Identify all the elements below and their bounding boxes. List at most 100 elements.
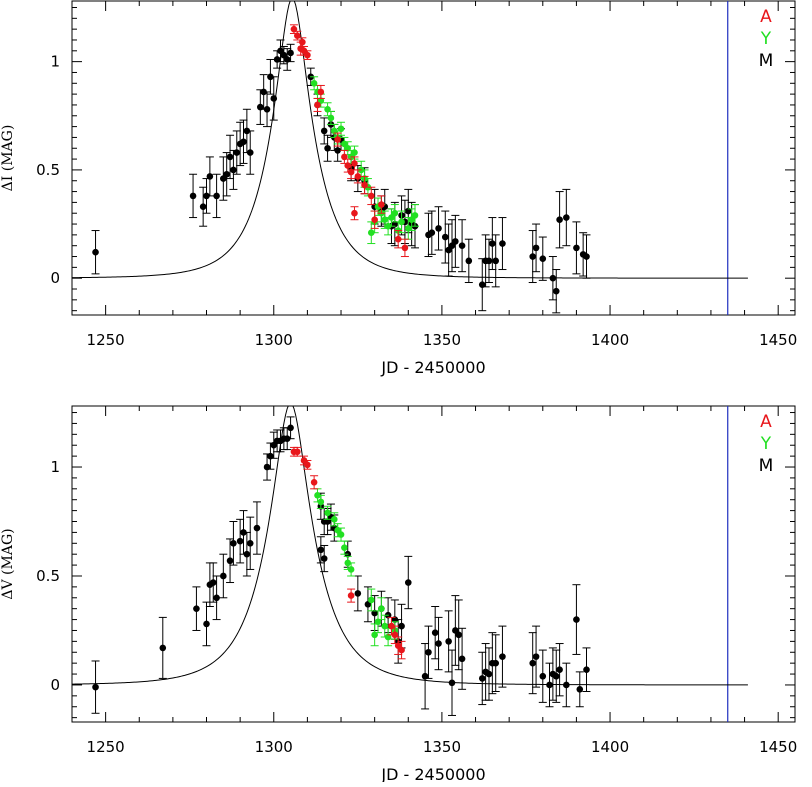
data-point: [485, 670, 493, 678]
data-point: [539, 255, 547, 262]
data-point: [273, 56, 281, 63]
data-point: [324, 144, 331, 152]
data-point: [556, 666, 563, 673]
data-point: [283, 56, 291, 63]
data-point: [267, 452, 274, 460]
chart-panel-i-band: 1250 1300 1350 1400 1450 0 0.5 1 JD - 2450000 ΔI …: [0, 0, 797, 377]
data-point: [351, 209, 358, 217]
x-tick-label: 1400: [591, 738, 629, 756]
data-point: [398, 622, 405, 630]
data-point: [552, 672, 560, 680]
data-point: [404, 207, 412, 215]
data-point: [391, 220, 399, 228]
data-point: [92, 248, 99, 256]
data-point: [304, 51, 311, 59]
data-point: [324, 105, 331, 113]
data-point: [334, 136, 341, 143]
data-point: [220, 572, 227, 580]
data-point: [341, 544, 348, 551]
x-axis-label: JD - 2450000: [380, 358, 485, 377]
data-point: [465, 257, 473, 265]
data-point: [327, 114, 335, 122]
data-point: [299, 38, 306, 46]
series-Y: [313, 488, 399, 647]
data-point: [371, 609, 378, 617]
x-tick-label: 1350: [423, 738, 461, 756]
data-point: [394, 235, 402, 243]
data-point: [401, 244, 409, 252]
x-tick-label: 1350: [423, 331, 461, 349]
series-M: [91, 39, 591, 314]
data-point: [199, 203, 207, 211]
y-tick-label: 0: [50, 269, 60, 287]
data-point: [445, 638, 452, 645]
data-point: [347, 566, 355, 573]
x-tick-label: 1450: [759, 738, 797, 756]
data-point: [428, 229, 436, 237]
data-point: [411, 212, 419, 219]
plot-content: [72, 1, 748, 314]
data-point: [304, 461, 311, 469]
data-point: [529, 253, 537, 260]
y-tick-label: 0: [50, 676, 60, 694]
data-point: [556, 216, 563, 224]
data-point: [253, 524, 261, 532]
x-tick-label: 1250: [87, 331, 125, 349]
data-point: [583, 666, 590, 673]
x-tick-label: 1300: [255, 738, 293, 756]
y-tick-label: 0.5: [36, 567, 60, 585]
chart-panel-v-band: 1250 1300 1350 1400 1450 0 0.5 1 JD - 2450000 ΔV …: [0, 405, 797, 784]
data-point: [478, 675, 486, 682]
data-point: [351, 149, 358, 156]
data-point: [263, 105, 271, 113]
data-point: [257, 103, 264, 111]
data-point: [243, 550, 251, 558]
data-point: [347, 168, 355, 176]
x-tick-label: 1250: [87, 738, 125, 756]
data-point: [448, 679, 456, 687]
y-tick-label: 0.5: [36, 161, 60, 179]
data-point: [576, 686, 584, 693]
data-point: [246, 539, 254, 547]
data-point: [347, 592, 355, 599]
data-point: [546, 681, 553, 689]
data-point: [478, 281, 486, 288]
data-point: [270, 95, 278, 102]
data-point: [294, 448, 301, 456]
data-point: [209, 579, 217, 586]
data-point: [246, 149, 254, 156]
plot-frame: [71, 405, 796, 723]
x-tick-label: 1450: [759, 331, 797, 349]
y-tick-label: 1: [50, 53, 60, 71]
data-point: [354, 590, 362, 597]
data-point: [320, 127, 328, 135]
data-point: [381, 622, 389, 630]
data-point: [455, 631, 463, 639]
x-tick-label: 1300: [255, 331, 293, 349]
data-point: [398, 646, 405, 654]
x-tick-label: 1400: [591, 331, 629, 349]
model-curve: [72, 406, 748, 686]
data-point: [189, 192, 197, 200]
data-point: [452, 238, 459, 245]
data-point: [330, 516, 338, 523]
data-point: [404, 225, 412, 232]
data-point: [367, 192, 375, 200]
data-point: [492, 659, 500, 667]
y-axis-label: ΔV (MAG): [0, 528, 16, 599]
y-tick-label: 1: [50, 458, 60, 476]
data-point: [236, 537, 244, 545]
data-point: [287, 49, 294, 57]
data-point: [233, 149, 241, 156]
x-axis-label: JD - 2450000: [380, 765, 485, 782]
data-point: [226, 153, 234, 161]
data-point: [159, 644, 167, 652]
data-point: [573, 616, 580, 623]
data-point: [391, 631, 399, 639]
data-point: [583, 253, 590, 260]
data-point: [563, 681, 570, 689]
legend-entry-Y: Y: [760, 434, 772, 454]
data-point: [371, 631, 378, 639]
